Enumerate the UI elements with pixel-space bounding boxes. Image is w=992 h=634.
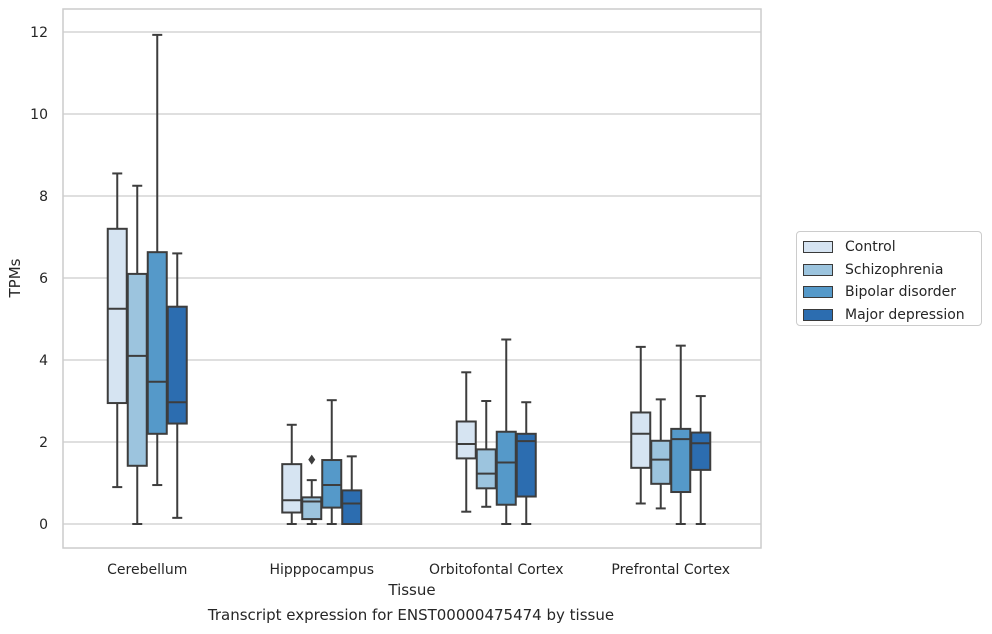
box-prefrontal-cortex-control [630,345,652,505]
box-orbitofontal-cortex-major-depression [515,401,537,525]
box-cerebellum-schizophrenia [126,184,148,525]
box-hipppocampus-major-depression [341,455,363,526]
box-cerebellum-bipolar-disorder [146,33,168,487]
legend-label: Major depression [845,306,965,323]
box-hipppocampus-schizophrenia [301,454,323,525]
legend-label: Schizophrenia [845,261,944,278]
box-prefrontal-cortex-schizophrenia [650,398,672,510]
iqr-box [690,431,712,471]
iqr-box [146,251,168,435]
x-tick-label: Prefrontal Cortex [611,562,730,578]
legend-swatch [803,263,833,276]
x-tick-label: Hipppocampus [269,562,374,578]
box-hipppocampus-control [281,423,303,525]
box-cerebellum-major-depression [166,252,188,519]
iqr-box [515,432,537,498]
box-cerebellum-control [106,172,128,489]
iqr-box [650,439,672,485]
legend-item: Major depression [803,304,981,327]
legend-swatch [803,308,833,321]
y-tick-label: 8 [39,189,48,205]
iqr-box [455,420,477,460]
y-tick-label: 6 [39,271,48,287]
x-tick-label: Cerebellum [107,562,187,578]
y-tick-label: 4 [39,353,48,369]
legend-swatch [803,241,833,254]
legend: Control Schizophrenia Bipolar disorder Majo… [796,231,982,326]
y-tick-label: 10 [30,107,48,123]
iqr-box [475,448,497,490]
legend-item: Schizophrenia [803,259,981,282]
legend-item: Control [803,236,981,259]
legend-item: Bipolar disorder [803,281,981,304]
chart-caption: Transcript expression for ENST0000047547… [207,606,615,624]
iqr-box [630,411,652,469]
x-tick-labels: Cerebellum Hipppocampus Orbitofontal Corte… [107,562,730,578]
iqr-box [106,227,128,405]
iqr-box [321,459,343,509]
legend-label: Bipolar disorder [845,284,957,301]
iqr-box [495,430,517,506]
box-prefrontal-cortex-major-depression [690,395,712,525]
y-tick-label: 2 [39,435,48,451]
y-tick-label: 12 [30,25,48,41]
legend-swatch [803,286,833,299]
y-axis-label: TPMs [6,258,24,298]
box-orbitofontal-cortex-schizophrenia [475,400,497,508]
iqr-box [166,305,188,425]
iqr-box [341,489,363,526]
plot-frame [62,8,762,549]
legend-label: Control [845,239,896,256]
box-hipppocampus-bipolar-disorder [321,399,343,525]
x-axis-label: Tissue [387,581,435,599]
iqr-box [126,272,148,467]
outlier-marker [308,454,316,465]
box-orbitofontal-cortex-control [455,371,477,513]
y-tick-labels: 0 2 4 6 8 10 12 [30,25,48,533]
x-tick-label: Orbitofontal Cortex [429,562,564,578]
y-tick-label: 0 [39,517,48,533]
box-prefrontal-cortex-bipolar-disorder [670,344,692,525]
iqr-box [281,463,303,514]
box-orbitofontal-cortex-bipolar-disorder [495,338,517,525]
boxes [106,33,712,526]
